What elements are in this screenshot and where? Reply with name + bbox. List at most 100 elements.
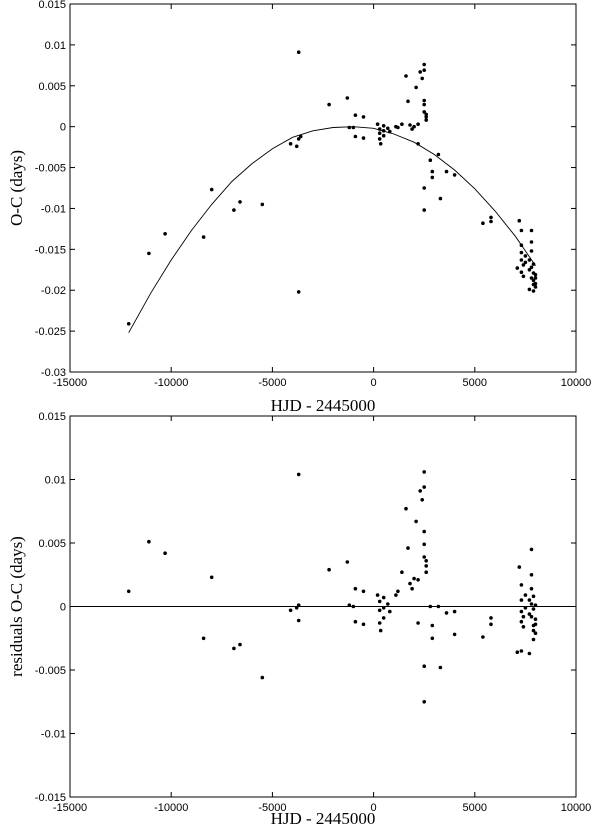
data-point — [404, 506, 408, 511]
x-tick-label: -15000 — [53, 802, 87, 814]
data-point — [519, 598, 524, 602]
data-point — [517, 565, 522, 569]
y-tick-label: -0.01 — [41, 203, 66, 215]
x-tick-label: 10000 — [561, 802, 592, 814]
data-point — [406, 546, 410, 550]
data-point — [422, 470, 427, 474]
data-point — [424, 564, 429, 568]
y-tick-label: -0.02 — [41, 285, 66, 297]
data-point — [327, 102, 331, 107]
data-point — [412, 124, 416, 129]
data-point — [238, 642, 242, 647]
data-point — [381, 595, 386, 600]
data-point — [377, 131, 382, 135]
data-point — [420, 76, 425, 81]
data-point — [377, 599, 382, 604]
data-point — [416, 578, 420, 582]
data-point — [422, 555, 427, 559]
data-point — [529, 602, 534, 606]
data-point — [232, 646, 236, 651]
top-panel-oc: -15000 -10000 -5000 0 5000 10000 0.015 0.01 0.00… — [7, 0, 591, 415]
x-tick-label: 10000 — [561, 377, 592, 389]
data-point — [422, 485, 427, 489]
x-tick-label: -15000 — [53, 377, 87, 389]
data-point — [527, 651, 532, 656]
data-point — [416, 621, 420, 625]
data-point — [126, 589, 131, 594]
data-point — [377, 137, 382, 141]
data-point — [378, 628, 383, 633]
data-point — [533, 617, 538, 621]
data-point — [527, 268, 532, 272]
data-point — [529, 614, 534, 619]
data-point — [361, 115, 366, 119]
data-point — [436, 152, 441, 157]
data-point — [533, 276, 538, 280]
data-point — [428, 158, 433, 162]
data-point — [519, 243, 524, 247]
data-point — [519, 619, 524, 624]
data-point — [430, 623, 435, 628]
data-point — [521, 614, 526, 619]
data-point — [209, 575, 214, 580]
data-point — [422, 68, 427, 72]
data-point — [296, 290, 301, 294]
y-tick-label: 0.01 — [45, 475, 66, 487]
data-point — [378, 142, 383, 146]
data-point — [533, 622, 538, 627]
y-tick-label: 0.005 — [38, 538, 66, 550]
data-point — [381, 616, 386, 620]
x-tick-label: 5000 — [463, 377, 487, 389]
data-point — [386, 126, 390, 131]
data-point — [377, 127, 382, 131]
data-point — [422, 208, 427, 212]
quadratic-fit-curve — [128, 126, 536, 333]
data-point — [345, 560, 350, 564]
data-point — [396, 589, 400, 594]
data-point — [452, 609, 457, 614]
y-tick-label: 0.015 — [38, 411, 66, 423]
data-point — [422, 542, 427, 547]
data-point — [408, 123, 412, 127]
data-point — [163, 232, 167, 236]
data-point — [381, 124, 386, 128]
data-point — [422, 98, 427, 103]
data-point — [529, 265, 534, 270]
data-point — [288, 608, 293, 613]
y-tick-label: -0.015 — [35, 244, 66, 256]
data-point — [422, 62, 427, 67]
data-point — [408, 581, 412, 586]
data-point — [519, 649, 524, 653]
y-tick-label: -0.015 — [35, 792, 66, 804]
data-point — [375, 122, 380, 126]
data-point — [410, 586, 414, 591]
data-point — [519, 583, 524, 587]
data-point — [424, 570, 429, 574]
data-point — [412, 576, 416, 581]
x-tick-label: -10000 — [154, 377, 188, 389]
data-point — [481, 221, 485, 225]
data-point — [345, 96, 350, 100]
plot-frame — [69, 3, 577, 373]
data-point — [529, 240, 534, 244]
data-point — [377, 621, 382, 625]
data-point — [531, 637, 536, 642]
data-point — [489, 215, 493, 220]
data-point — [400, 570, 404, 574]
data-point — [533, 272, 538, 277]
data-point — [361, 589, 366, 594]
y-tick-label: 0 — [60, 122, 66, 134]
data-point — [533, 281, 538, 286]
data-point — [381, 133, 386, 138]
data-point — [347, 125, 352, 130]
data-point — [406, 99, 410, 104]
data-point — [489, 622, 493, 627]
data-point — [523, 260, 528, 265]
x-tick-label: 5000 — [463, 802, 487, 814]
data-point — [527, 598, 532, 602]
y-axis-label: O-C (days) — [7, 150, 26, 226]
data-point — [381, 606, 386, 610]
data-point — [294, 606, 299, 610]
x-tick-label: 0 — [371, 802, 377, 814]
data-point — [489, 616, 493, 620]
